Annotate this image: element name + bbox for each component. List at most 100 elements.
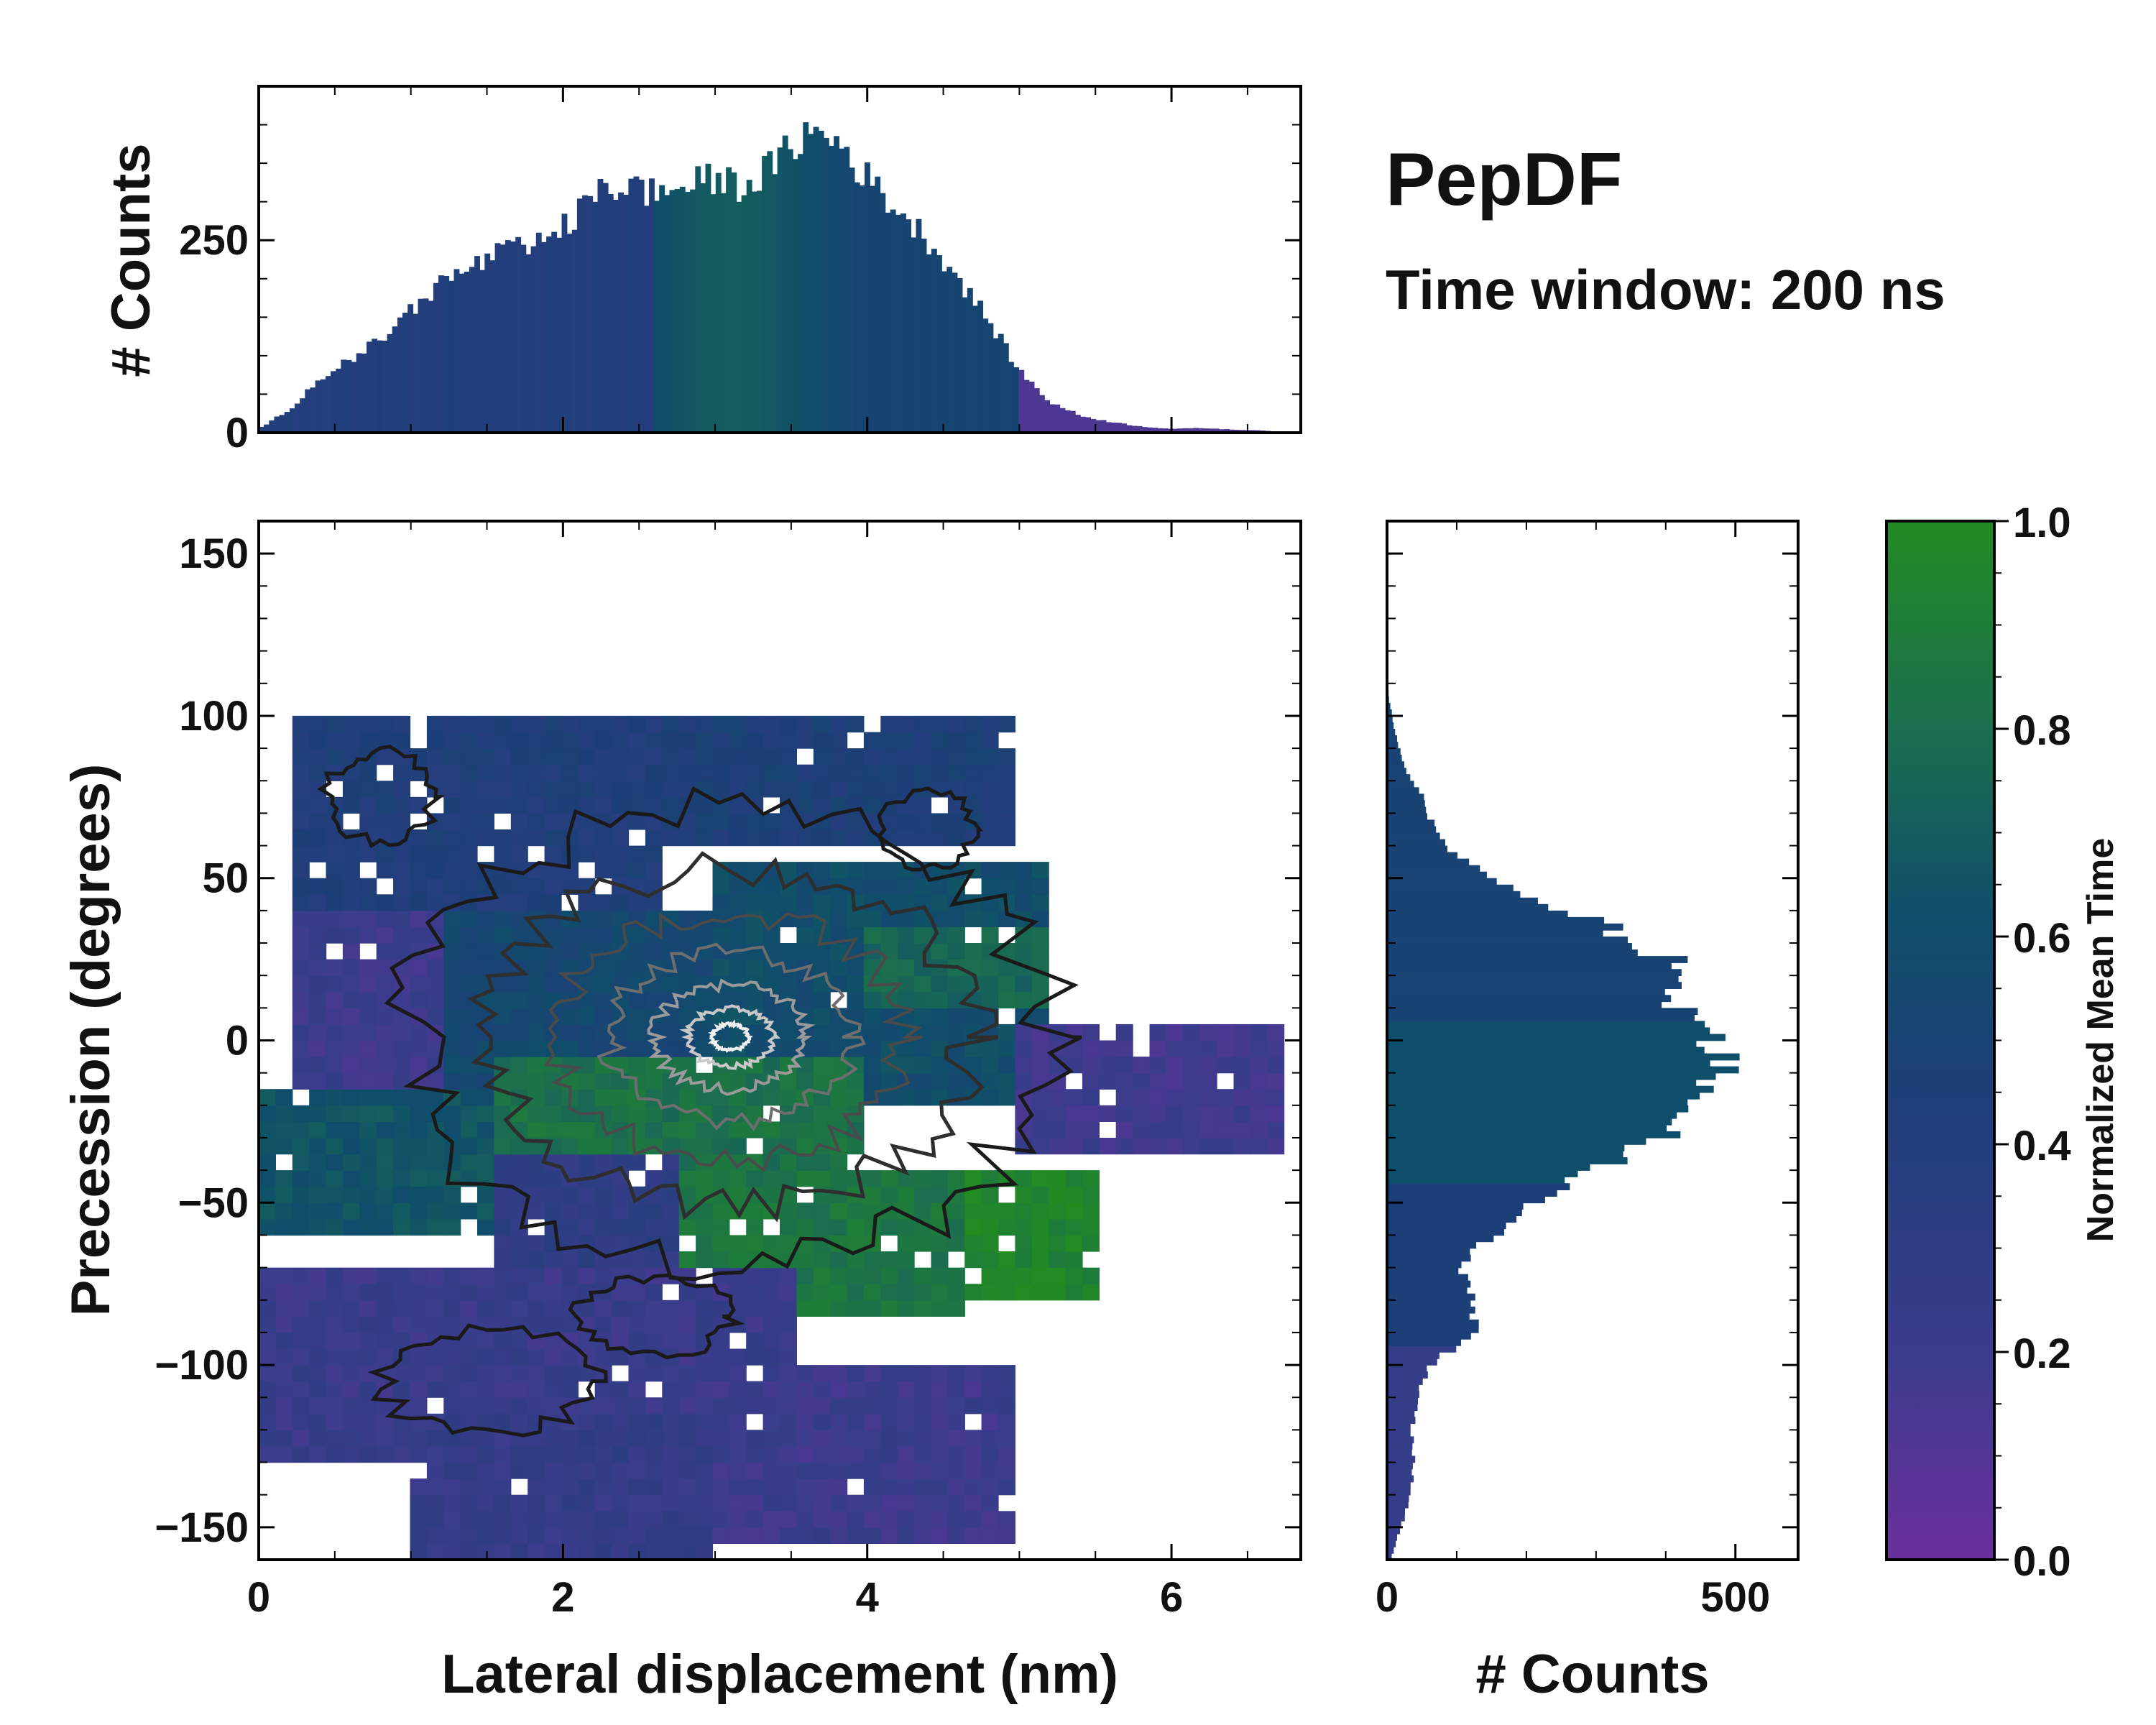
heatmap-cell: [1065, 1186, 1083, 1203]
heatmap-cell: [460, 732, 478, 749]
heatmap-cell: [712, 1430, 730, 1447]
heatmap-cell: [443, 1300, 461, 1317]
heatmap-cell: [578, 1430, 596, 1447]
top-histogram-bar: [762, 155, 768, 433]
chart-title: PepDF: [1386, 138, 1622, 221]
heatmap-cell: [477, 1543, 494, 1560]
heatmap-cell: [561, 1024, 579, 1041]
heatmap-cell: [594, 1413, 612, 1430]
heatmap-cell: [393, 1218, 411, 1236]
heatmap-cell: [947, 1235, 965, 1252]
heatmap-cell: [947, 1413, 965, 1430]
heatmap-cell: [696, 1543, 714, 1560]
heatmap-cell: [981, 1218, 999, 1236]
heatmap-cell: [342, 943, 360, 960]
heatmap-cell: [678, 1186, 696, 1203]
heatmap-cell: [561, 1446, 579, 1463]
heatmap-cell: [1267, 1089, 1285, 1106]
heatmap-cell: [326, 1202, 344, 1220]
heatmap-cell: [763, 1365, 780, 1382]
heatmap-cell: [1149, 1089, 1167, 1106]
heatmap-cell: [712, 878, 730, 895]
heatmap-cell: [998, 1478, 1015, 1496]
side-histogram-bar: [1387, 878, 1497, 886]
heatmap-cell: [931, 910, 949, 928]
heatmap-cell: [259, 1300, 276, 1317]
heatmap-cell: [796, 764, 814, 781]
heatmap-cell: [813, 991, 831, 1008]
heatmap-cell: [914, 1267, 932, 1284]
heatmap-cell: [796, 1413, 814, 1430]
heatmap-cell: [1149, 1057, 1167, 1074]
heatmap-cell: [443, 910, 461, 928]
heatmap-cell: [342, 959, 360, 976]
heatmap-cell: [460, 1202, 478, 1220]
top-histogram-bar: [1074, 415, 1081, 433]
side-histogram-bar: [1387, 1540, 1396, 1547]
heatmap-cell: [645, 1284, 663, 1301]
heatmap-cell: [460, 1543, 478, 1560]
top-histogram-bar: [751, 191, 757, 433]
heatmap-cell: [494, 1008, 512, 1025]
heatmap-cell: [628, 926, 646, 944]
heatmap-cell: [1133, 1089, 1151, 1106]
heatmap-cell: [712, 715, 730, 733]
heatmap-cell: [594, 1462, 612, 1479]
heatmap-cell: [696, 1446, 714, 1463]
heatmap-cell: [612, 1348, 630, 1366]
heatmap-cell: [964, 1202, 982, 1220]
heatmap-cell: [326, 926, 344, 944]
heatmap-cell: [612, 1332, 630, 1350]
heatmap-cell: [678, 1105, 696, 1122]
heatmap-cell: [813, 1430, 831, 1447]
heatmap-cell: [998, 959, 1015, 976]
heatmap-cell: [309, 991, 327, 1008]
heatmap-cell: [880, 1008, 898, 1025]
heatmap-cell: [494, 1300, 512, 1317]
heatmap-cell: [612, 845, 630, 862]
heatmap-cell: [662, 732, 680, 749]
heatmap-cell: [443, 1446, 461, 1463]
heatmap-cell: [326, 1057, 344, 1074]
heatmap-cell: [696, 1365, 714, 1382]
heatmap-cell: [1049, 1267, 1067, 1284]
heatmap-cell: [897, 715, 915, 733]
side-histogram-bar: [1387, 800, 1425, 808]
heatmap-cell: [847, 715, 865, 733]
heatmap-cell: [813, 1024, 831, 1041]
top-histogram-bar: [772, 174, 778, 433]
heatmap-cell: [292, 1024, 310, 1041]
heatmap-cell: [494, 910, 512, 928]
side-histogram-bar: [1387, 1008, 1698, 1016]
heatmap-cell: [544, 845, 562, 862]
top-histogram-bar: [787, 149, 793, 433]
heatmap-cell: [426, 959, 444, 976]
heatmap-cell: [981, 764, 999, 781]
heatmap-cell: [880, 1089, 898, 1106]
density-contour: [596, 942, 866, 1132]
heatmap-cell: [645, 1462, 663, 1479]
heatmap-cell: [796, 781, 814, 798]
heatmap-cell: [729, 1430, 747, 1447]
top-histogram-bar: [284, 412, 290, 433]
heatmap-cell: [678, 1138, 696, 1155]
top-histogram-bar: [1157, 428, 1164, 433]
top-histogram-bar: [279, 415, 285, 433]
heatmap-cell: [662, 1300, 680, 1317]
heatmap-cell: [863, 1365, 881, 1382]
heatmap-cell: [678, 1121, 696, 1138]
heatmap-cell: [594, 1154, 612, 1171]
heatmap-cell: [578, 926, 596, 944]
heatmap-cell: [494, 1154, 512, 1171]
side-histogram-bar: [1387, 1079, 1697, 1087]
heatmap-cell: [1166, 1024, 1184, 1041]
heatmap-cell: [612, 1218, 630, 1236]
side-histogram-bar: [1387, 794, 1424, 801]
heatmap-cell: [696, 715, 714, 733]
heatmap-cell: [376, 1057, 394, 1074]
heatmap-cell: [578, 1527, 596, 1544]
heatmap-cell: [998, 1413, 1015, 1430]
heatmap-cell: [998, 1057, 1015, 1074]
